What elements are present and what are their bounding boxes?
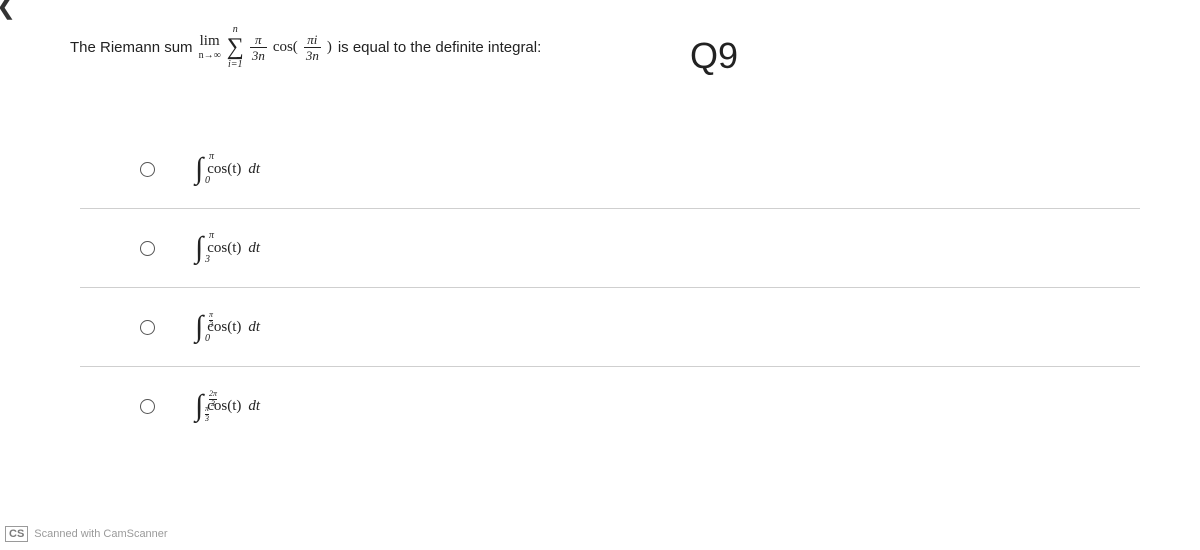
limit-top: lim [200,34,220,49]
sigma-symbol: ∑ [227,35,244,59]
int-upper: π 3 [209,310,213,329]
differential: dt [248,398,260,415]
option-integral: ∫ π 3 cos(t) dt [195,233,260,263]
integral-symbol: ∫ π 0 [195,154,203,184]
stem-suffix: is equal to the definite integral: [338,39,541,56]
differential: dt [248,319,260,336]
scanner-badge: CS [5,526,28,542]
upper-fraction: 2π 3 [209,390,217,408]
arg-num: πi [305,33,319,46]
coeff-num: π [253,33,264,46]
int-lower: π 3 [205,404,209,423]
int-lower: 0 [205,176,210,186]
scanner-text: Scanned with CamScanner [34,528,167,540]
lower-den: 3 [205,415,209,423]
integral-symbol: ∫ π 3 0 [195,312,203,342]
int-lower: 3 [205,255,210,265]
differential: dt [248,240,260,257]
int-upper: π [209,152,214,162]
int-upper: π [209,231,214,241]
option-row[interactable]: ∫ π 3 cos(t) dt [80,209,1140,288]
upper-den: 3 [209,321,213,329]
radio-icon[interactable] [140,241,155,256]
upper-den: 3 [211,400,215,408]
int-upper: 2π 3 [209,389,217,408]
scanner-watermark: CS Scanned with CamScanner [5,526,168,542]
coeff-den: 3n [250,49,267,62]
cos-open: cos( [273,39,298,56]
lower-num: π [205,405,209,413]
differential: dt [248,161,260,178]
options-list: ∫ π 0 cos(t) dt ∫ π 3 cos(t) dt [80,130,1140,445]
integrand: cos(t) [207,161,241,178]
option-row[interactable]: ∫ π 0 cos(t) dt [80,130,1140,209]
integrand: cos(t) [207,240,241,257]
upper-num: π [209,311,213,319]
page-corner-mark: ❮ [0,0,16,21]
coefficient-fraction: π 3n [250,33,267,62]
upper-fraction: π 3 [209,311,213,329]
arg-den: 3n [304,49,321,62]
radio-icon[interactable] [140,320,155,335]
lower-fraction: π 3 [205,405,209,423]
limit-notation: lim n→∞ [199,34,221,61]
limit-bottom: n→∞ [199,51,221,61]
integral-symbol: ∫ 2π 3 π 3 [195,391,203,421]
radio-icon[interactable] [140,162,155,177]
integral-symbol: ∫ π 3 [195,233,203,263]
page-root: ❮ The Riemann sum lim n→∞ n ∑ i=1 π 3n c… [0,0,1200,550]
int-lower: 0 [205,334,210,344]
option-integral: ∫ 2π 3 π 3 [195,391,260,421]
argument-fraction: πi 3n [304,33,321,62]
cos-close: ) [327,39,332,56]
radio-icon[interactable] [140,399,155,414]
sigma-notation: n ∑ i=1 [227,25,244,70]
option-integral: ∫ π 0 cos(t) dt [195,154,260,184]
question-stem: The Riemann sum lim n→∞ n ∑ i=1 π 3n cos… [70,25,541,70]
sigma-lower: i=1 [228,60,243,70]
option-row[interactable]: ∫ π 3 0 cos(t) dt [80,288,1140,367]
stem-prefix: The Riemann sum [70,39,193,56]
option-integral: ∫ π 3 0 cos(t) dt [195,312,260,342]
upper-num: 2π [209,390,217,398]
question-number: Q9 [690,35,738,77]
option-row[interactable]: ∫ 2π 3 π 3 [80,367,1140,445]
